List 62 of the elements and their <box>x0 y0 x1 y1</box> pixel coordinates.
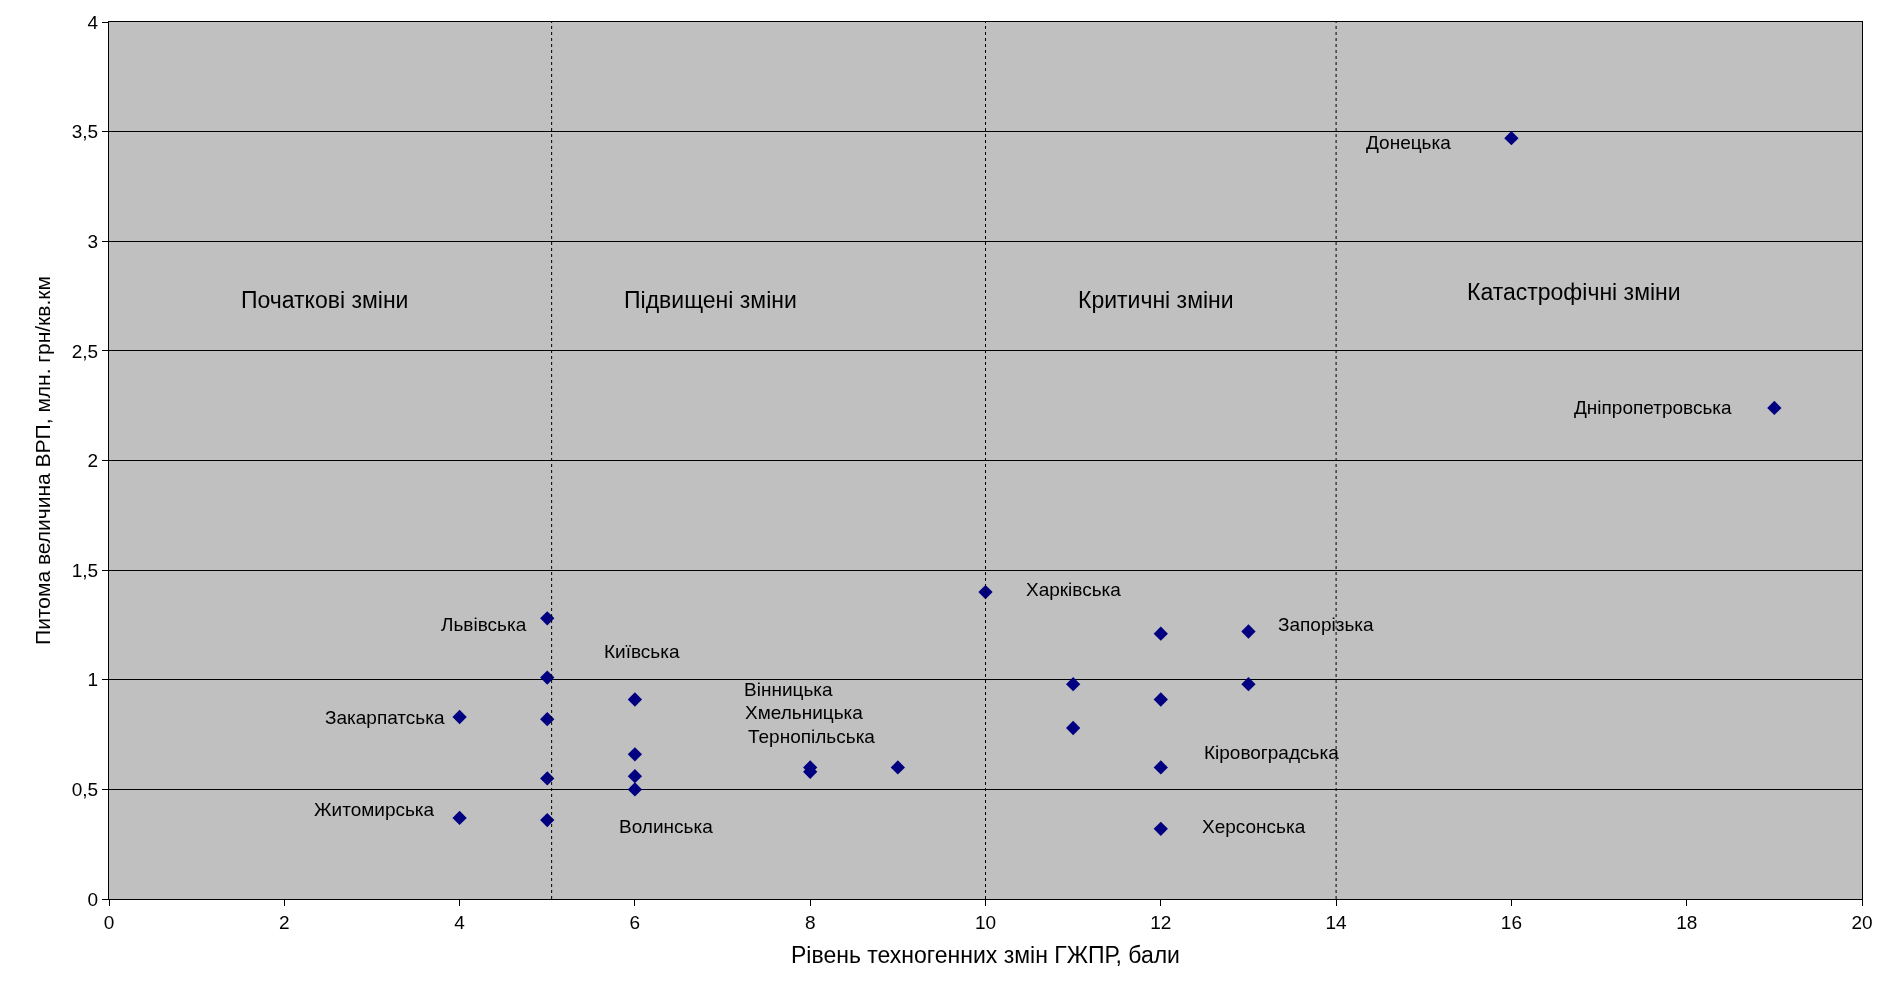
x-axis-title: Рівень техногенних змін ГЖПР, бали <box>791 942 1180 969</box>
y-tick-label: 4 <box>87 11 99 33</box>
point <box>627 769 643 784</box>
point <box>627 692 643 707</box>
x-tick-label: 10 <box>974 911 997 933</box>
annotation: Підвищені зміни <box>624 287 797 313</box>
annotation: Дніпропетровська <box>1574 397 1733 418</box>
annotation: Початкові зміни <box>241 287 409 313</box>
y-axis-title: Питома величина ВРП, млн. грн/кв.км <box>30 276 54 645</box>
annotation: Тернопільська <box>748 726 876 747</box>
x-tick-label: 4 <box>454 911 466 933</box>
point <box>1066 676 1081 692</box>
point <box>540 812 555 828</box>
annotation: Харківська <box>1026 579 1122 600</box>
annotation: Вінницька <box>744 679 833 700</box>
annotation: Закарпатська <box>325 707 445 728</box>
x-tick-label: 6 <box>629 911 641 933</box>
point <box>1153 626 1168 641</box>
point <box>452 709 467 725</box>
point <box>1241 624 1256 639</box>
x-tick-label: 12 <box>1150 911 1172 933</box>
annotation: Київська <box>604 641 680 662</box>
point <box>1153 760 1168 775</box>
point <box>540 712 555 727</box>
y-tick-label: 0 <box>87 888 99 910</box>
annotation: Хмельницька <box>745 702 864 723</box>
x-tick-label: 0 <box>103 911 115 933</box>
x-tick-label: 8 <box>804 911 816 933</box>
annotation: Запорізька <box>1278 614 1375 635</box>
y-tick-label: 2 <box>87 450 99 472</box>
y-tick-label: 3,5 <box>71 121 99 143</box>
y-tick-label: 0,5 <box>71 779 99 801</box>
y-tick-label: 2,5 <box>71 340 99 362</box>
y-tick-label: 1,5 <box>71 559 99 581</box>
annotation: Кіровоградська <box>1204 742 1340 763</box>
point <box>627 747 643 762</box>
point <box>1153 692 1168 707</box>
x-tick-label: 20 <box>1851 911 1873 933</box>
x-tick-label: 18 <box>1676 911 1698 933</box>
point <box>1066 720 1081 736</box>
point <box>452 810 467 826</box>
point <box>890 760 905 775</box>
annotation: Донецька <box>1366 132 1452 153</box>
point <box>1767 400 1782 416</box>
point <box>1504 131 1519 146</box>
point <box>1153 821 1168 836</box>
x-tick-label: 14 <box>1325 911 1348 933</box>
point <box>1241 676 1256 692</box>
annotation: Житомирська <box>314 799 435 820</box>
point <box>540 771 555 786</box>
x-tick-label: 2 <box>279 911 290 933</box>
point <box>627 782 643 797</box>
point <box>540 670 555 685</box>
x-tick-label: 16 <box>1500 911 1522 933</box>
annotation: Критичні зміни <box>1078 287 1234 313</box>
y-tick-label: 1 <box>87 669 99 691</box>
y-tick-label: 3 <box>87 230 99 252</box>
point <box>540 611 555 626</box>
annotation: Львівська <box>441 614 527 635</box>
annotation: Катастрофічні зміни <box>1467 279 1681 305</box>
annotation: Херсонська <box>1202 816 1306 837</box>
annotation: Волинська <box>619 816 714 837</box>
